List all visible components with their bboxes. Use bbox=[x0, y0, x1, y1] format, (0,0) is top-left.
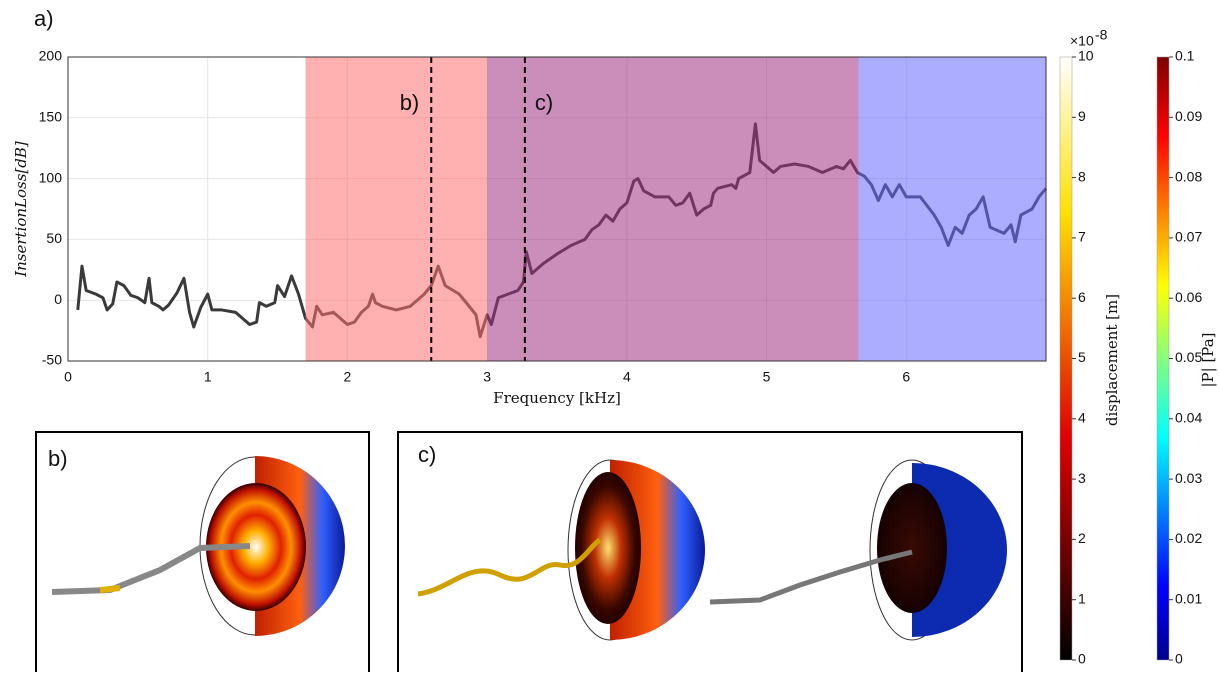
colorbar-tick-label: 0.02 bbox=[1175, 530, 1202, 546]
panel-frame bbox=[35, 431, 370, 672]
colorbar-tick-label: 0.08 bbox=[1175, 168, 1202, 184]
colorbar-label: displacement [m] bbox=[1103, 294, 1121, 426]
colorbar-label: |P| [Pa] bbox=[1199, 332, 1217, 387]
x-tick-label: 1 bbox=[204, 369, 212, 385]
colorbar-tick-label: 0.05 bbox=[1175, 349, 1202, 365]
x-tick-label: 6 bbox=[902, 369, 910, 385]
colorbar bbox=[1156, 56, 1170, 661]
x-axis-label: Frequency [kHz] bbox=[493, 389, 621, 407]
colorbar-tick-label: 0.03 bbox=[1175, 470, 1202, 486]
marker-label: c) bbox=[535, 90, 553, 115]
panel-c: c) bbox=[397, 431, 1023, 672]
colorbar-tick-label: 10 bbox=[1078, 48, 1094, 64]
panel-frame bbox=[397, 431, 1023, 672]
y-tick-label: 200 bbox=[39, 48, 63, 64]
colorbar-tick-label: 0.06 bbox=[1175, 289, 1202, 305]
wire bbox=[417, 537, 602, 597]
panel-b: b) bbox=[35, 431, 370, 672]
field-disk bbox=[575, 472, 641, 624]
colorbars: 0 1 2 3 4 5 6 7 8 9 10 displacement [m] ×10 -8 0 0.01 0.… bbox=[1059, 27, 1217, 667]
panel-label: c) bbox=[418, 442, 436, 467]
figure-label: a) bbox=[34, 6, 54, 31]
x-tick-label: 2 bbox=[344, 369, 352, 385]
colorbar-tick-label: 9 bbox=[1078, 108, 1086, 124]
shaded-region bbox=[487, 57, 859, 361]
wire-highlight bbox=[99, 585, 121, 593]
field-disk bbox=[206, 483, 306, 611]
y-tick-label: -50 bbox=[42, 352, 62, 368]
colorbar-tick-label: 2 bbox=[1078, 530, 1086, 546]
colorbar-tick-label: 0.1 bbox=[1175, 48, 1195, 64]
marker-label: b) bbox=[400, 90, 420, 115]
field-disk bbox=[877, 483, 947, 613]
shaded-region bbox=[305, 57, 488, 361]
y-tick-label: 100 bbox=[39, 169, 63, 185]
colorbar-tick-label: 0.09 bbox=[1175, 108, 1202, 124]
colorbar-exponent: -8 bbox=[1095, 27, 1108, 43]
x-tick-label: 5 bbox=[763, 369, 771, 385]
panel-label: b) bbox=[48, 446, 68, 471]
colorbar-tick-label: 8 bbox=[1078, 168, 1086, 184]
shaded-region bbox=[858, 57, 1046, 361]
y-tick-label: 50 bbox=[46, 230, 62, 246]
colorbar-tick-label: 5 bbox=[1078, 349, 1086, 365]
y-axis-label: InsertionLoss[dB] bbox=[12, 141, 30, 278]
y-tick-label: 0 bbox=[54, 291, 62, 307]
plot-frame bbox=[67, 56, 1047, 362]
x-tick-label: 3 bbox=[483, 369, 491, 385]
colorbar-tick-label: 4 bbox=[1078, 410, 1086, 426]
colorbar-tick-label: 6 bbox=[1078, 289, 1086, 305]
colorbar-tick-label: 0 bbox=[1078, 651, 1086, 667]
colorbar bbox=[1059, 56, 1073, 661]
colorbar-tick-label: 0 bbox=[1175, 651, 1183, 667]
colorbar-tick-label: 1 bbox=[1078, 590, 1086, 606]
colorbar-tick-label: 0.01 bbox=[1175, 590, 1202, 606]
colorbar-tick-label: 3 bbox=[1078, 470, 1086, 486]
colorbar-tick-label: 7 bbox=[1078, 229, 1086, 245]
wire bbox=[51, 543, 251, 595]
colorbar-multiplier: ×10 bbox=[1070, 33, 1094, 49]
y-tick-label: 150 bbox=[39, 109, 63, 125]
colorbar-tick-label: 0.07 bbox=[1175, 229, 1202, 245]
wire bbox=[709, 549, 913, 605]
colorbar-tick-label: 0.04 bbox=[1175, 410, 1202, 426]
x-tick-label: 0 bbox=[64, 369, 72, 385]
x-tick-label: 4 bbox=[623, 369, 631, 385]
